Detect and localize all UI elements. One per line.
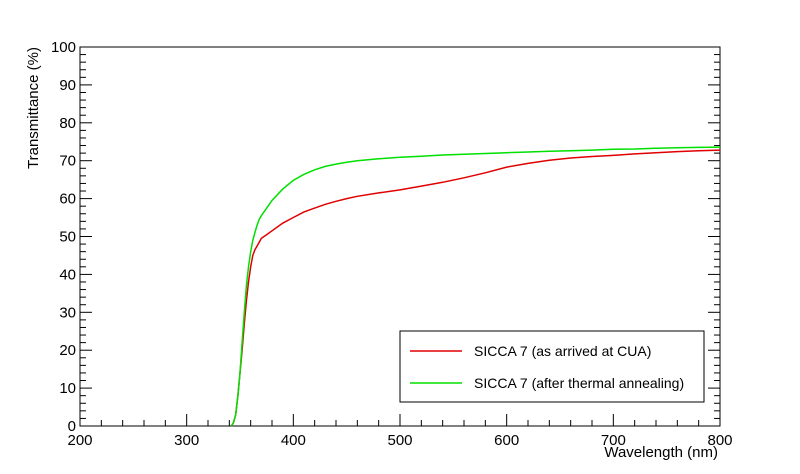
y-tick-label: 100	[51, 39, 76, 56]
series-line-as-arrived	[230, 149, 721, 427]
x-tick-label: 600	[494, 432, 519, 449]
x-tick-label: 300	[174, 432, 199, 449]
x-tick-label: 800	[707, 432, 732, 449]
y-tick-label: 30	[59, 304, 76, 321]
y-tick-label: 40	[59, 266, 76, 283]
y-tick-label: 70	[59, 153, 76, 170]
y-tick-label: 90	[59, 77, 76, 94]
x-tick-label: 200	[67, 432, 92, 449]
y-tick-label: 0	[68, 418, 76, 435]
legend: SICCA 7 (as arrived at CUA) SICCA 7 (aft…	[399, 330, 705, 403]
series-line-after-annealing	[230, 146, 721, 427]
axis-tick-labels: 200 300 400 500 600 700 800 0 10 20 30 40 50 60 70 80 90…	[51, 39, 733, 449]
data-series	[230, 146, 721, 427]
y-tick-label: 50	[59, 229, 76, 246]
y-tick-label: 20	[59, 342, 76, 359]
y-axis-title: Transmittance (%)	[25, 47, 42, 169]
y-tick-label: 10	[59, 380, 76, 397]
x-tick-label: 500	[387, 432, 412, 449]
x-tick-label: 700	[601, 432, 626, 449]
legend-label-after-annealing: SICCA 7 (after thermal annealing)	[474, 375, 684, 391]
x-axis-title: Wavelength (nm)	[604, 444, 718, 461]
x-tick-label: 400	[281, 432, 306, 449]
legend-box	[399, 330, 705, 403]
axis-ticks	[79, 46, 721, 427]
y-tick-label: 60	[59, 191, 76, 208]
legend-label-as-arrived: SICCA 7 (as arrived at CUA)	[474, 343, 651, 359]
y-tick-label: 80	[59, 115, 76, 132]
